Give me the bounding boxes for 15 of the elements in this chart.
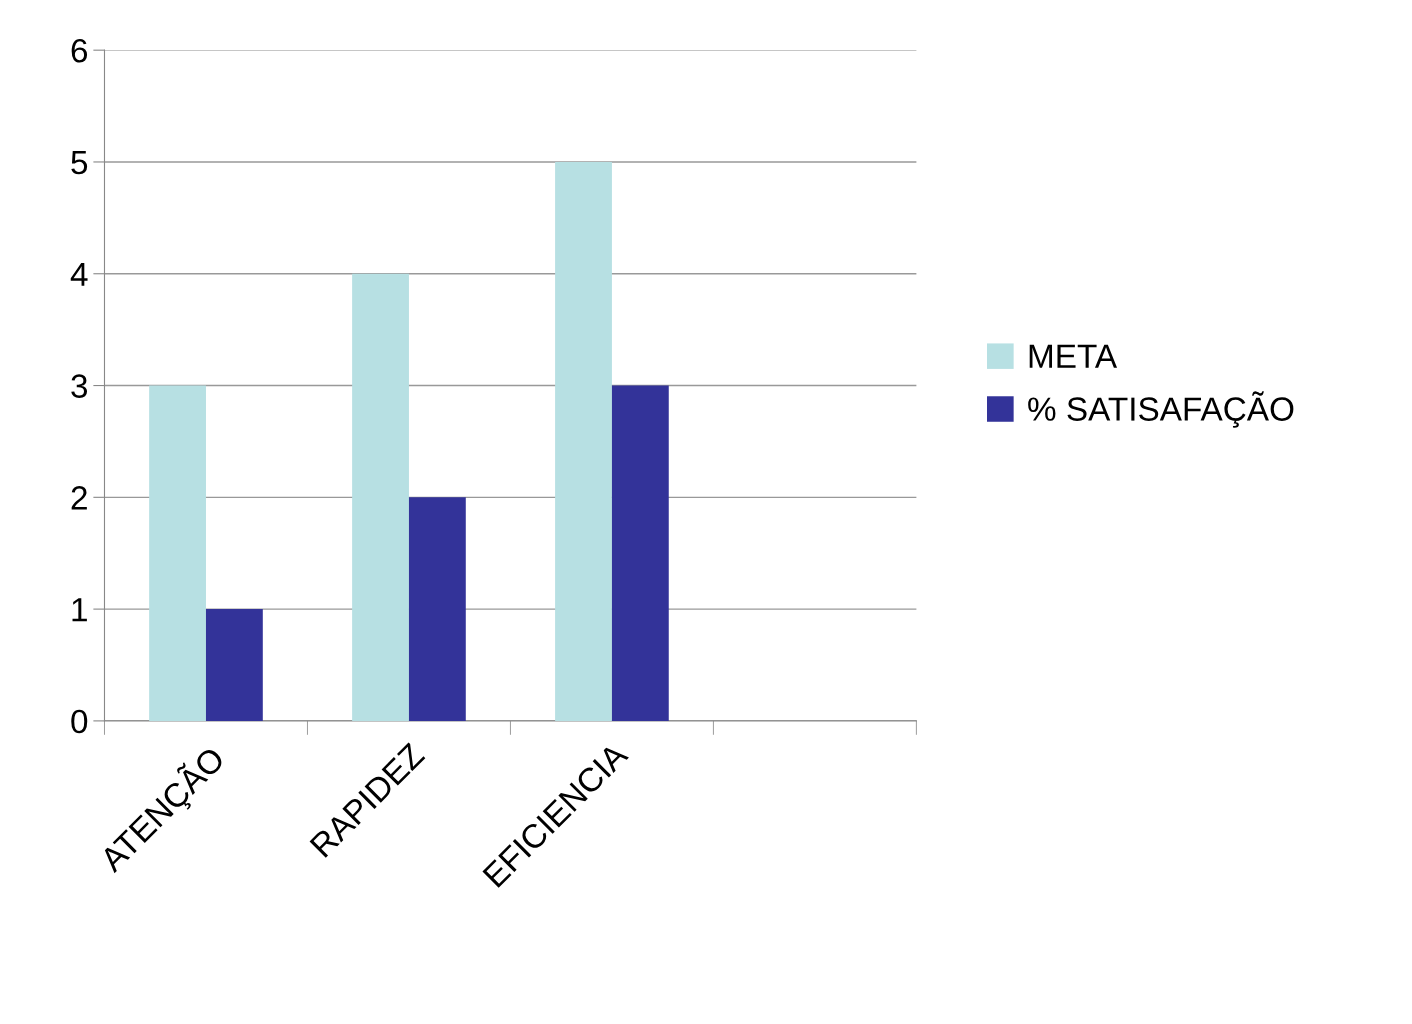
bar <box>611 385 669 721</box>
y-tick-label: 1 <box>72 598 87 622</box>
y-tick-label: 3 <box>71 374 88 398</box>
legend-label: META <box>1029 344 1118 368</box>
bar <box>205 609 263 721</box>
y-tick-label: 4 <box>70 262 88 286</box>
bar <box>555 161 612 721</box>
y-tick-label: 6 <box>71 38 88 63</box>
y-tick-label: 2 <box>71 486 87 510</box>
legend-label: % SATISAFAÇÃO <box>1028 391 1294 428</box>
bar <box>352 273 409 721</box>
bar <box>149 385 206 721</box>
y-tick-label: 0 <box>71 709 88 734</box>
bar <box>408 497 466 721</box>
y-tick-label: 5 <box>71 151 88 175</box>
